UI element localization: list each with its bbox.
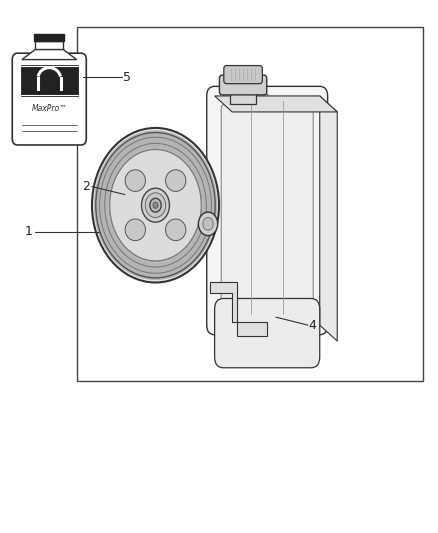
Text: 5: 5	[123, 71, 131, 84]
FancyBboxPatch shape	[12, 53, 86, 145]
Circle shape	[198, 212, 218, 236]
Text: 1: 1	[25, 225, 33, 238]
Circle shape	[150, 198, 161, 212]
Bar	[77, 27, 423, 381]
Circle shape	[203, 217, 213, 230]
Bar	[230, 91, 256, 104]
Circle shape	[109, 148, 202, 262]
Polygon shape	[210, 282, 267, 336]
Bar	[21, 66, 78, 95]
Ellipse shape	[125, 170, 145, 191]
Text: 2: 2	[82, 180, 90, 193]
Circle shape	[110, 150, 201, 261]
Text: 4: 4	[309, 319, 317, 332]
Ellipse shape	[125, 219, 145, 240]
Bar	[35, 42, 63, 50]
Polygon shape	[215, 96, 337, 112]
Polygon shape	[22, 50, 77, 60]
FancyBboxPatch shape	[219, 75, 267, 95]
Circle shape	[92, 128, 219, 282]
Circle shape	[141, 188, 170, 222]
Text: MaxPro™: MaxPro™	[32, 104, 67, 112]
FancyBboxPatch shape	[207, 86, 328, 335]
Circle shape	[145, 193, 166, 217]
Bar	[35, 34, 64, 42]
FancyBboxPatch shape	[215, 298, 320, 368]
Ellipse shape	[166, 219, 186, 240]
Polygon shape	[320, 96, 337, 341]
Circle shape	[94, 130, 217, 280]
Ellipse shape	[166, 170, 186, 191]
FancyBboxPatch shape	[221, 104, 313, 317]
FancyBboxPatch shape	[224, 66, 262, 84]
Circle shape	[153, 202, 158, 208]
